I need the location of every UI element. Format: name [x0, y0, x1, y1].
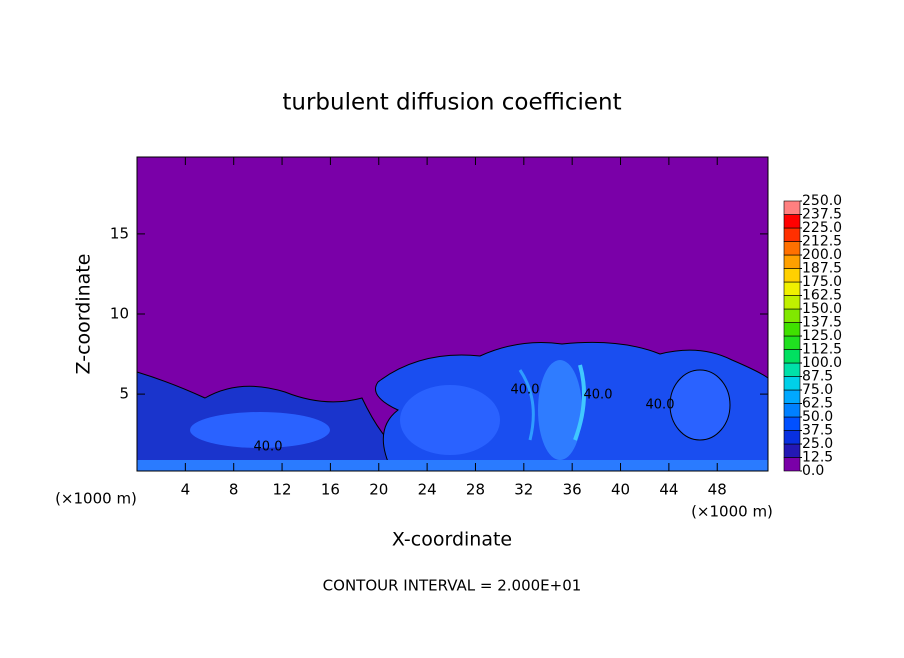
y-tick-label: 10 — [110, 305, 129, 323]
x-tick-label: 20 — [369, 481, 388, 499]
colorbar-box — [783, 268, 801, 283]
colorbar-label: 12.5 — [802, 450, 833, 466]
footnote: CONTOUR INTERVAL = 2.000E+01 — [323, 577, 582, 595]
y-tick-label: 15 — [110, 224, 129, 242]
colorbar-box — [783, 457, 801, 472]
colorbar-label: 87.5 — [802, 369, 833, 385]
y-axis-title: Z-coordinate — [73, 254, 95, 375]
x-axis-title: X-coordinate — [392, 529, 512, 551]
colorbar-box — [783, 403, 801, 418]
colorbar-box — [783, 308, 801, 323]
colorbar-label: 25.0 — [802, 436, 833, 452]
x-tick-label: 36 — [563, 481, 582, 499]
colorbar-label: 137.5 — [802, 315, 842, 331]
x-tick-label: 24 — [418, 481, 437, 499]
colorbar-label: 250.0 — [802, 193, 842, 209]
chart-title: turbulent diffusion coefficient — [282, 90, 621, 116]
x-tick-label: 40 — [611, 481, 630, 499]
colorbar-label: 50.0 — [802, 409, 833, 425]
colorbar-label: 125.0 — [802, 328, 842, 344]
colorbar-box — [783, 430, 801, 445]
x-tick-label: 28 — [466, 481, 485, 499]
field — [136, 157, 769, 472]
colorbar-label: 162.5 — [802, 288, 842, 304]
colorbar-label: 62.5 — [802, 396, 833, 412]
x-tick-label: 4 — [181, 481, 191, 499]
x-tick-label: 48 — [708, 481, 727, 499]
y-tick-label: 5 — [119, 385, 129, 403]
colorbar-box — [783, 214, 801, 229]
x-tick-label: 12 — [273, 481, 292, 499]
contour-label: 40.0 — [646, 398, 675, 413]
colorbar-label: 100.0 — [802, 355, 842, 371]
colorbar-label: 0.0 — [802, 463, 824, 479]
colorbar-box — [783, 443, 801, 458]
colorbar-box — [783, 254, 801, 269]
colorbar-label: 175.0 — [802, 274, 842, 290]
colorbar-label: 212.5 — [802, 234, 842, 250]
contour-label: 40.0 — [254, 440, 283, 455]
x-tick-label: 8 — [229, 481, 239, 499]
contour-label: 40.0 — [584, 388, 613, 403]
x-tick-label: 32 — [514, 481, 533, 499]
colorbar-box — [783, 349, 801, 364]
colorbar-box — [783, 362, 801, 377]
colorbar-box — [783, 335, 801, 350]
colorbar-label: 200.0 — [802, 247, 842, 263]
colorbar-label: 75.0 — [802, 382, 833, 398]
colorbar-box — [783, 295, 801, 310]
colorbar-label: 112.5 — [802, 342, 842, 358]
x-tick-label: 16 — [321, 481, 340, 499]
contour-label: 40.0 — [511, 383, 540, 398]
colorbar-label: 237.5 — [802, 207, 842, 223]
x-tick-label: 44 — [659, 481, 678, 499]
colorbar-box — [783, 281, 801, 296]
colorbar-label: 187.5 — [802, 261, 842, 277]
colorbar-label: 150.0 — [802, 301, 842, 317]
colorbar-box — [783, 241, 801, 256]
colorbar-label: 225.0 — [802, 220, 842, 236]
colorbar-box — [783, 322, 801, 337]
colorbar-box — [783, 227, 801, 242]
colorbar-box — [783, 376, 801, 391]
x-unit-left: (×1000 m) — [55, 490, 137, 508]
colorbar-box — [783, 200, 801, 215]
x-unit-right: (×1000 m) — [691, 503, 773, 521]
colorbar-label: 37.5 — [802, 423, 833, 439]
colorbar-box — [783, 416, 801, 431]
colorbar-box — [783, 389, 801, 404]
